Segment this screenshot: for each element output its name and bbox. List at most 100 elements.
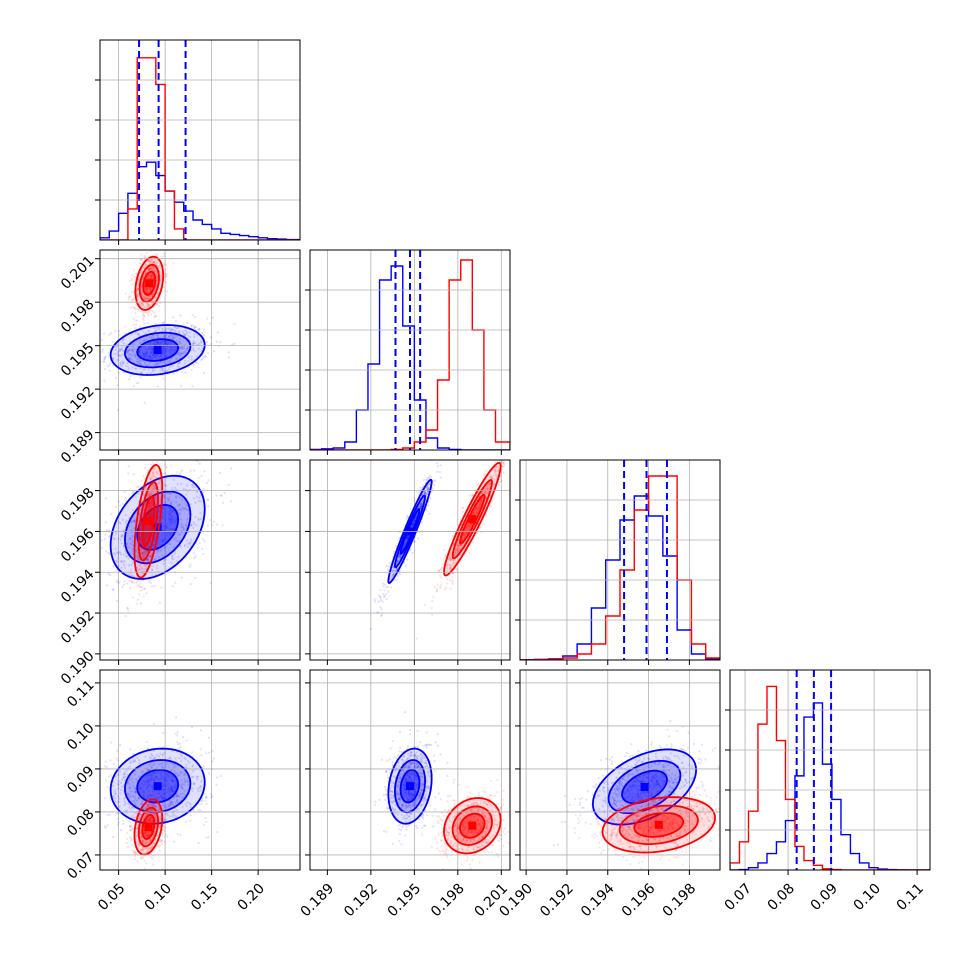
scatter-point-blue bbox=[150, 774, 153, 777]
scatter-point-blue bbox=[179, 770, 183, 774]
scatter-point-blue bbox=[128, 765, 131, 768]
scatter-point-blue bbox=[156, 797, 159, 800]
scatter-point-blue bbox=[105, 528, 108, 531]
scatter-point-blue bbox=[190, 355, 193, 358]
scatter-point-blue bbox=[199, 729, 203, 732]
scatter-point-blue bbox=[103, 368, 106, 371]
scatter-point-red bbox=[143, 536, 146, 539]
scatter-point-blue bbox=[386, 585, 390, 588]
density-peak-blue bbox=[153, 523, 162, 532]
scatter-point-blue bbox=[161, 762, 164, 765]
scatter-point-blue bbox=[113, 552, 116, 555]
scatter-point-blue bbox=[169, 345, 172, 348]
scatter-point-blue bbox=[169, 543, 172, 546]
scatter-point-blue bbox=[417, 491, 420, 494]
scatter-point-blue bbox=[122, 361, 126, 364]
scatter-point-blue bbox=[183, 506, 186, 510]
scatter-point-red bbox=[152, 471, 155, 475]
scatter-point-blue bbox=[164, 522, 168, 525]
scatter-point-red bbox=[131, 580, 134, 584]
scatter-point-blue bbox=[195, 491, 198, 494]
scatter-point-red bbox=[131, 291, 134, 294]
scatter-point-blue bbox=[164, 519, 167, 522]
panel-frame bbox=[519, 459, 721, 661]
scatter-point-blue bbox=[171, 779, 174, 782]
scatter-point-blue bbox=[147, 355, 150, 358]
scatter-point-blue bbox=[140, 567, 143, 570]
scatter-point-blue bbox=[143, 528, 146, 531]
scatter-point-blue bbox=[172, 451, 174, 453]
scatter-point-red bbox=[151, 293, 154, 296]
scatter-point-blue bbox=[156, 797, 159, 800]
scatter-point-blue bbox=[197, 842, 200, 845]
scatter-point-red bbox=[140, 588, 143, 591]
scatter-point-red bbox=[128, 296, 131, 299]
scatter-point-blue bbox=[135, 367, 138, 370]
scatter-point-blue bbox=[166, 342, 169, 346]
scatter-point-red bbox=[458, 547, 461, 550]
scatter-point-red bbox=[144, 533, 148, 536]
scatter-point-blue bbox=[170, 521, 173, 524]
scatter-point-blue bbox=[197, 342, 201, 345]
scatter-point-blue bbox=[172, 785, 176, 788]
scatter-point-red bbox=[147, 287, 150, 290]
scatter-point-red bbox=[145, 287, 148, 290]
scatter-point-red bbox=[470, 522, 473, 525]
scatter-point-blue bbox=[178, 512, 181, 515]
scatter-point-blue bbox=[133, 518, 136, 522]
scatter-point-blue bbox=[147, 347, 151, 351]
scatter-point-blue bbox=[146, 343, 149, 346]
scatter-point-blue bbox=[421, 501, 424, 504]
scatter-point-blue bbox=[120, 346, 123, 349]
scatter-point-blue bbox=[168, 756, 171, 759]
scatter-point-blue bbox=[223, 491, 226, 495]
scatter-point-red bbox=[154, 555, 157, 558]
scatter-point-blue bbox=[175, 716, 178, 719]
scatter-point-blue bbox=[104, 826, 107, 829]
scatter-point-blue bbox=[173, 840, 176, 843]
scatter-point-blue bbox=[110, 773, 113, 776]
scatter-point-red bbox=[144, 288, 147, 291]
scatter-point-red bbox=[467, 525, 470, 528]
scatter-point-blue bbox=[165, 778, 169, 782]
scatter-point-blue bbox=[122, 349, 125, 353]
scatter-point-blue bbox=[167, 803, 170, 806]
scatter-point-blue bbox=[137, 352, 141, 355]
scatter-point-red bbox=[142, 303, 145, 306]
scatter-point-blue bbox=[180, 347, 183, 350]
scatter-point-red bbox=[157, 265, 161, 268]
scatter-point-blue bbox=[148, 555, 151, 558]
scatter-point-red bbox=[485, 487, 488, 490]
scatter-point-red bbox=[156, 302, 159, 306]
scatter-point-red bbox=[141, 553, 145, 556]
scatter-point-red bbox=[155, 277, 159, 280]
scatter-point-blue bbox=[150, 503, 154, 506]
scatter-point-red bbox=[133, 575, 136, 578]
scatter-point-blue bbox=[157, 341, 160, 344]
density-peak-red bbox=[468, 515, 477, 524]
scatter-point-blue bbox=[156, 564, 159, 567]
scatter-point-blue bbox=[107, 551, 110, 554]
scatter-point-red bbox=[146, 295, 149, 298]
panel-1-1 bbox=[305, 249, 511, 455]
scatter-point-red bbox=[479, 502, 482, 505]
scatter-point-blue bbox=[169, 514, 172, 517]
scatter-point-blue bbox=[175, 339, 178, 342]
scatter-point-red bbox=[152, 261, 155, 264]
scatter-point-red bbox=[148, 259, 151, 263]
scatter-point-red bbox=[165, 274, 168, 277]
scatter-point-blue bbox=[172, 766, 176, 769]
scatter-point-blue bbox=[183, 778, 186, 781]
scatter-point-blue bbox=[135, 382, 138, 385]
scatter-point-red bbox=[156, 277, 159, 280]
histogram-blue bbox=[310, 265, 510, 450]
scatter-point-blue bbox=[144, 352, 147, 356]
scatter-point-red bbox=[494, 465, 498, 468]
scatter-point-blue bbox=[128, 793, 132, 796]
scatter-point-blue bbox=[114, 553, 117, 556]
scatter-point-red bbox=[148, 295, 152, 298]
scatter-point-blue bbox=[174, 358, 178, 361]
scatter-point-blue bbox=[419, 504, 422, 507]
scatter-point-blue bbox=[154, 322, 157, 325]
scatter-point-blue bbox=[193, 576, 197, 579]
